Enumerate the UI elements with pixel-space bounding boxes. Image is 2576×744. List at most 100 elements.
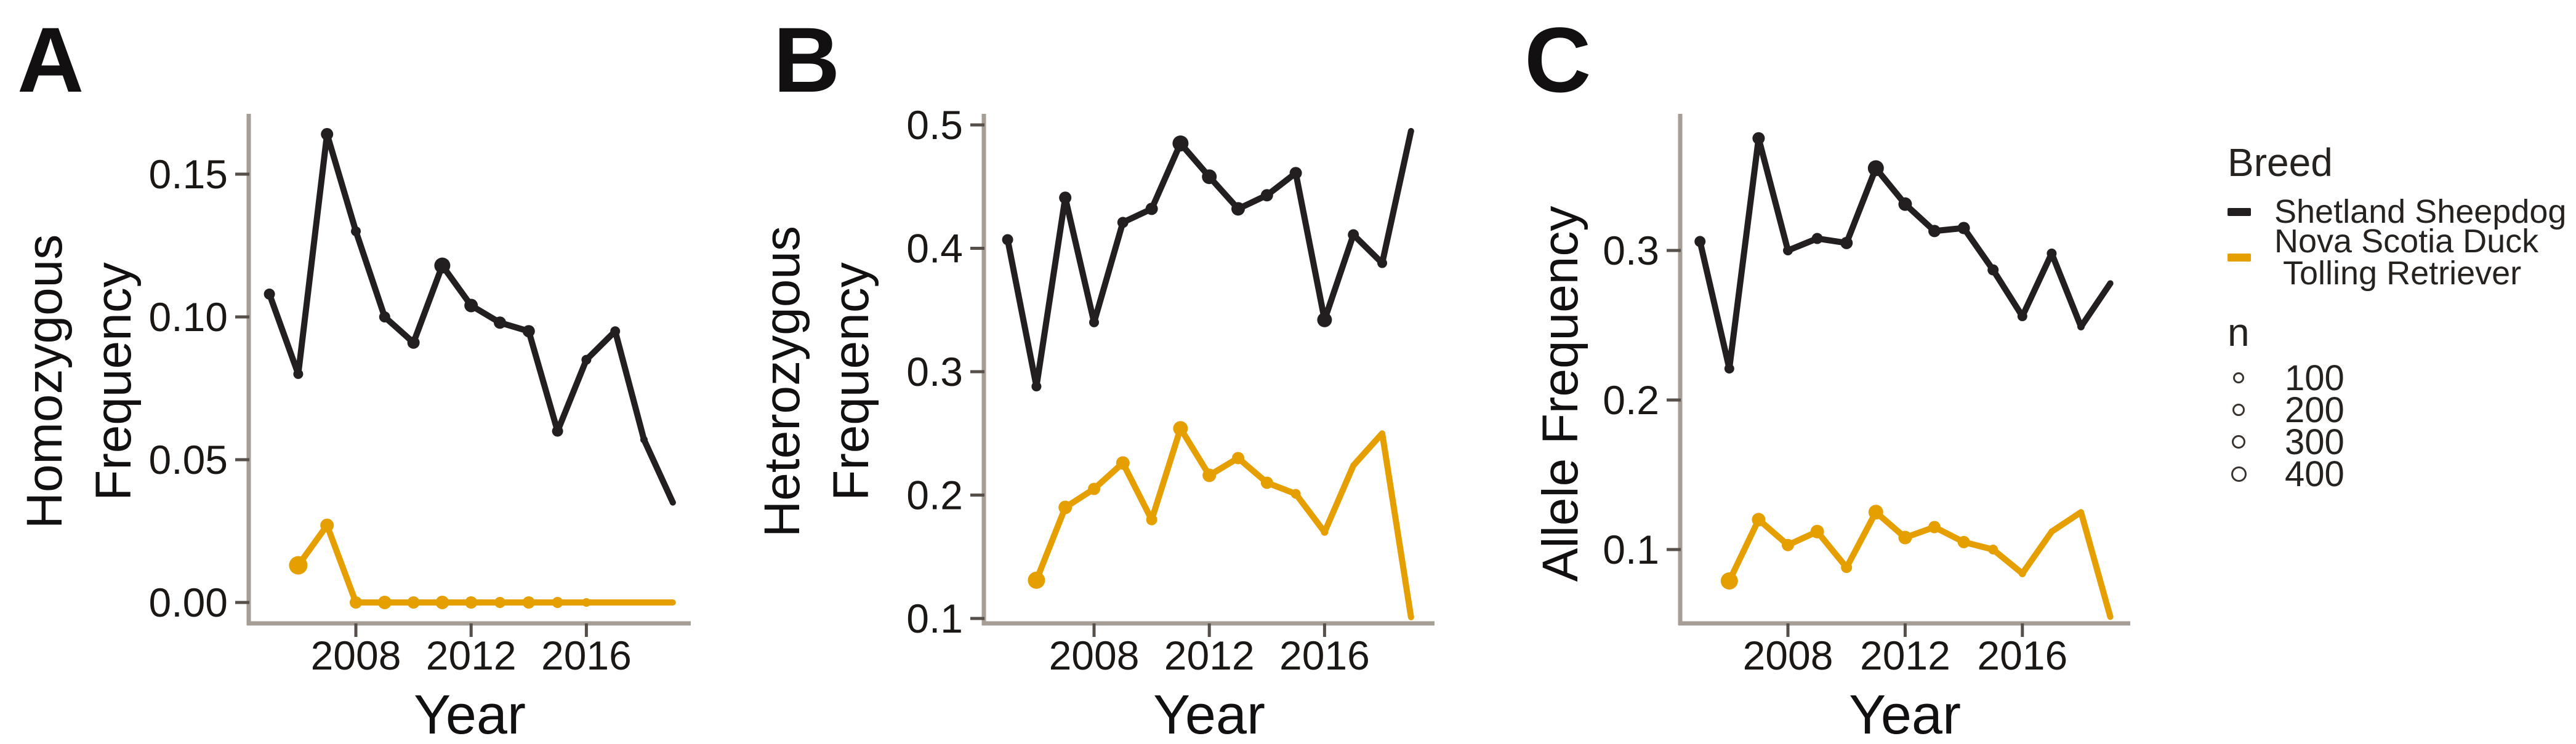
legend-n-item-200: 200 bbox=[2228, 390, 2345, 430]
data-point-shetland-sheepdog bbox=[1987, 264, 1999, 276]
data-point-shetland-sheepdog bbox=[434, 257, 451, 274]
data-point-shetland-sheepdog bbox=[321, 128, 334, 141]
data-point-shetland-sheepdog bbox=[1348, 229, 1359, 241]
y-axis-title-a: Homozygous bbox=[17, 234, 73, 529]
series-line-nova-scotia-duck-tolling-retriever bbox=[1033, 425, 1414, 620]
legend-n-item-300: 300 bbox=[2228, 422, 2345, 462]
data-point-nova-scotia-duck-tolling-retriever bbox=[2079, 510, 2083, 515]
data-point-nova-scotia-duck-tolling-retriever bbox=[2108, 615, 2112, 619]
data-point-shetland-sheepdog bbox=[1783, 246, 1793, 255]
legend-n-title: n bbox=[2228, 310, 2250, 354]
size-ring-400-icon bbox=[2231, 466, 2247, 482]
data-point-shetland-sheepdog bbox=[1002, 234, 1013, 246]
y-axis-title-b: Heterozygous bbox=[754, 226, 810, 537]
series-line-nova-scotia-duck-tolling-retriever bbox=[295, 522, 676, 606]
data-point-shetland-sheepdog bbox=[1811, 233, 1823, 244]
y-tick-label-c: 0.3 bbox=[1603, 228, 1659, 273]
legend-n-label-300: 300 bbox=[2285, 422, 2345, 462]
ring-box bbox=[2228, 435, 2250, 449]
size-ring-300-icon bbox=[2232, 435, 2245, 449]
data-point-shetland-sheepdog bbox=[1407, 128, 1414, 135]
data-point-nova-scotia-duck-tolling-retriever bbox=[377, 596, 392, 609]
data-point-shetland-sheepdog bbox=[407, 336, 420, 349]
data-point-shetland-sheepdog bbox=[552, 425, 563, 437]
data-point-nova-scotia-duck-tolling-retriever bbox=[1810, 524, 1824, 538]
data-point-nova-scotia-duck-tolling-retriever bbox=[1350, 462, 1357, 469]
x-tick-label-b: 2008 bbox=[1049, 633, 1140, 678]
data-point-nova-scotia-duck-tolling-retriever bbox=[1928, 521, 1941, 534]
data-point-nova-scotia-duck-tolling-retriever bbox=[1720, 572, 1738, 590]
data-point-shetland-sheepdog bbox=[1377, 258, 1387, 268]
data-point-nova-scotia-duck-tolling-retriever bbox=[1988, 545, 1998, 554]
x-tick-label-a: 2012 bbox=[426, 633, 517, 678]
x-tick-label-a: 2016 bbox=[541, 633, 632, 678]
legend-item-nsdtr: Nova Scotia Duck Tolling Retriever bbox=[2228, 225, 2538, 292]
x-axis-title-c: Year bbox=[1849, 684, 1961, 744]
data-point-nova-scotia-duck-tolling-retriever bbox=[320, 518, 334, 532]
data-point-shetland-sheepdog bbox=[1202, 169, 1217, 185]
data-point-shetland-sheepdog bbox=[1172, 135, 1189, 152]
y-tick-label-b: 0.1 bbox=[906, 596, 963, 641]
data-point-shetland-sheepdog bbox=[1117, 217, 1129, 228]
y-axis-title-c: Allele Frequency bbox=[1532, 206, 1588, 582]
y-tick-label-c: 0.2 bbox=[1603, 377, 1659, 423]
shetland-line-swatch-icon bbox=[2228, 207, 2251, 216]
data-point-nova-scotia-duck-tolling-retriever bbox=[289, 556, 308, 575]
series-line-nova-scotia-duck-tolling-retriever bbox=[1726, 509, 2114, 620]
size-ring-200-icon bbox=[2232, 404, 2245, 416]
data-point-shetland-sheepdog bbox=[669, 499, 676, 506]
data-point-shetland-sheepdog bbox=[2047, 248, 2057, 258]
ring-box bbox=[2228, 466, 2250, 482]
panel-label-c: C bbox=[1524, 8, 1592, 111]
data-point-shetland-sheepdog bbox=[1231, 202, 1245, 216]
data-point-shetland-sheepdog bbox=[2017, 311, 2027, 321]
data-point-nova-scotia-duck-tolling-retriever bbox=[407, 596, 420, 609]
data-point-shetland-sheepdog bbox=[1724, 363, 1734, 374]
data-point-shetland-sheepdog bbox=[1089, 317, 1099, 327]
data-point-shetland-sheepdog bbox=[2077, 322, 2085, 330]
data-point-nova-scotia-duck-tolling-retriever bbox=[2018, 569, 2026, 577]
data-point-nova-scotia-duck-tolling-retriever bbox=[1146, 514, 1157, 526]
y-axis-title-a: Frequency bbox=[86, 262, 142, 500]
y-tick-label-b: 0.4 bbox=[906, 226, 963, 271]
panel-label-a: A bbox=[17, 8, 84, 111]
data-point-nova-scotia-duck-tolling-retriever bbox=[1841, 562, 1853, 574]
legend-label-nsdtr-line2: Tolling Retriever bbox=[2283, 255, 2522, 292]
data-point-nova-scotia-duck-tolling-retriever bbox=[1173, 421, 1188, 436]
panel-c: 0.1 0.2 0.3 2008 2012 2016 Year Allele Frequenc… bbox=[1532, 114, 2130, 744]
data-point-shetland-sheepdog bbox=[464, 298, 478, 313]
x-axis-title-a: Year bbox=[414, 684, 526, 744]
data-point-nova-scotia-duck-tolling-retriever bbox=[1409, 615, 1413, 619]
data-point-nova-scotia-duck-tolling-retriever bbox=[465, 596, 478, 609]
data-point-shetland-sheepdog bbox=[2107, 280, 2114, 287]
data-point-shetland-sheepdog bbox=[581, 354, 592, 365]
data-point-nova-scotia-duck-tolling-retriever bbox=[1868, 505, 1883, 520]
data-point-shetland-sheepdog bbox=[1867, 160, 1884, 177]
y-axis-title-b: Frequency bbox=[823, 262, 879, 500]
y-tick-label-a: 0.15 bbox=[149, 151, 228, 197]
x-tick-label-b: 2016 bbox=[1279, 633, 1370, 678]
data-point-nova-scotia-duck-tolling-retriever bbox=[435, 596, 449, 609]
legend-label-nsdtr: Nova Scotia Duck Tolling Retriever bbox=[2274, 225, 2538, 292]
x-tick-label-a: 2008 bbox=[311, 633, 401, 678]
data-point-nova-scotia-duck-tolling-retriever bbox=[350, 596, 362, 609]
data-point-nova-scotia-duck-tolling-retriever bbox=[552, 597, 563, 608]
data-point-nova-scotia-duck-tolling-retriever bbox=[1028, 571, 1045, 589]
x-tick-label-c: 2012 bbox=[1860, 633, 1950, 678]
data-point-nova-scotia-duck-tolling-retriever bbox=[1116, 456, 1130, 470]
data-point-nova-scotia-duck-tolling-retriever bbox=[670, 600, 675, 605]
ring-box bbox=[2228, 372, 2250, 383]
y-tick-label-b: 0.3 bbox=[906, 349, 963, 394]
data-point-shetland-sheepdog bbox=[640, 436, 648, 444]
legend-n-item-400: 400 bbox=[2228, 454, 2345, 494]
data-point-nova-scotia-duck-tolling-retriever bbox=[612, 599, 619, 606]
data-point-nova-scotia-duck-tolling-retriever bbox=[1782, 538, 1794, 551]
panel-a: 0.00 0.05 0.10 0.15 2008 2012 2016 Year Homozygo… bbox=[17, 114, 691, 744]
data-point-shetland-sheepdog bbox=[379, 311, 390, 322]
y-tick-label-a: 0.10 bbox=[149, 294, 228, 340]
data-point-shetland-sheepdog bbox=[1928, 225, 1941, 238]
data-point-shetland-sheepdog bbox=[522, 325, 535, 338]
data-point-shetland-sheepdog bbox=[1898, 197, 1912, 211]
data-point-nova-scotia-duck-tolling-retriever bbox=[1752, 513, 1766, 527]
